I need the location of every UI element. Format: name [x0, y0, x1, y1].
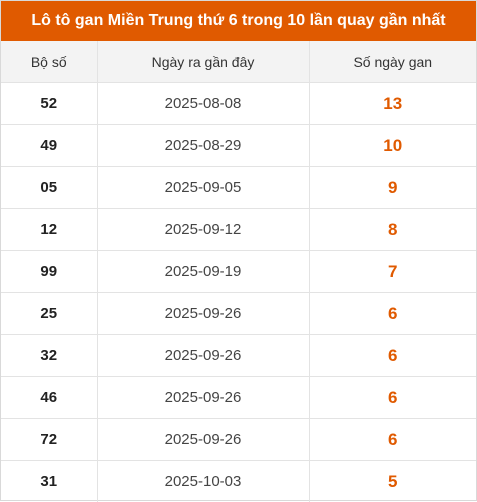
- header-date: Ngày ra gần đây: [97, 41, 309, 83]
- table-row: 46 2025-09-26 6: [1, 377, 476, 419]
- header-number: Bộ số: [1, 41, 97, 83]
- table-row: 05 2025-09-05 9: [1, 167, 476, 209]
- cell-number: 49: [1, 125, 97, 167]
- cell-date: 2025-08-08: [97, 83, 309, 125]
- table-row: 12 2025-09-12 8: [1, 209, 476, 251]
- table-row: 25 2025-09-26 6: [1, 293, 476, 335]
- cell-number: 99: [1, 251, 97, 293]
- header-row: Bộ số Ngày ra gần đây Số ngày gan: [1, 41, 476, 83]
- cell-days: 6: [309, 377, 476, 419]
- table-row: 52 2025-08-08 13: [1, 83, 476, 125]
- cell-date: 2025-09-05: [97, 167, 309, 209]
- cell-days: 5: [309, 461, 476, 502]
- cell-number: 32: [1, 335, 97, 377]
- cell-date: 2025-09-12: [97, 209, 309, 251]
- cell-date: 2025-08-29: [97, 125, 309, 167]
- cell-date: 2025-10-03: [97, 461, 309, 502]
- table-row: 32 2025-09-26 6: [1, 335, 476, 377]
- cell-number: 46: [1, 377, 97, 419]
- header-days: Số ngày gan: [309, 41, 476, 83]
- cell-days: 7: [309, 251, 476, 293]
- cell-number: 12: [1, 209, 97, 251]
- cell-number: 25: [1, 293, 97, 335]
- cell-days: 6: [309, 419, 476, 461]
- table-row: 99 2025-09-19 7: [1, 251, 476, 293]
- cell-number: 31: [1, 461, 97, 502]
- table-row: 31 2025-10-03 5: [1, 461, 476, 502]
- table-title: Lô tô gan Miền Trung thứ 6 trong 10 lần …: [1, 1, 476, 41]
- cell-date: 2025-09-19: [97, 251, 309, 293]
- cell-number: 52: [1, 83, 97, 125]
- cell-number: 72: [1, 419, 97, 461]
- cell-date: 2025-09-26: [97, 377, 309, 419]
- cell-date: 2025-09-26: [97, 419, 309, 461]
- cell-days: 13: [309, 83, 476, 125]
- cell-date: 2025-09-26: [97, 293, 309, 335]
- cell-number: 05: [1, 167, 97, 209]
- cell-days: 9: [309, 167, 476, 209]
- cell-days: 8: [309, 209, 476, 251]
- lo-gan-table: Bộ số Ngày ra gần đây Số ngày gan 52 202…: [1, 41, 476, 502]
- cell-date: 2025-09-26: [97, 335, 309, 377]
- table-row: 49 2025-08-29 10: [1, 125, 476, 167]
- cell-days: 6: [309, 293, 476, 335]
- cell-days: 6: [309, 335, 476, 377]
- table-row: 72 2025-09-26 6: [1, 419, 476, 461]
- cell-days: 10: [309, 125, 476, 167]
